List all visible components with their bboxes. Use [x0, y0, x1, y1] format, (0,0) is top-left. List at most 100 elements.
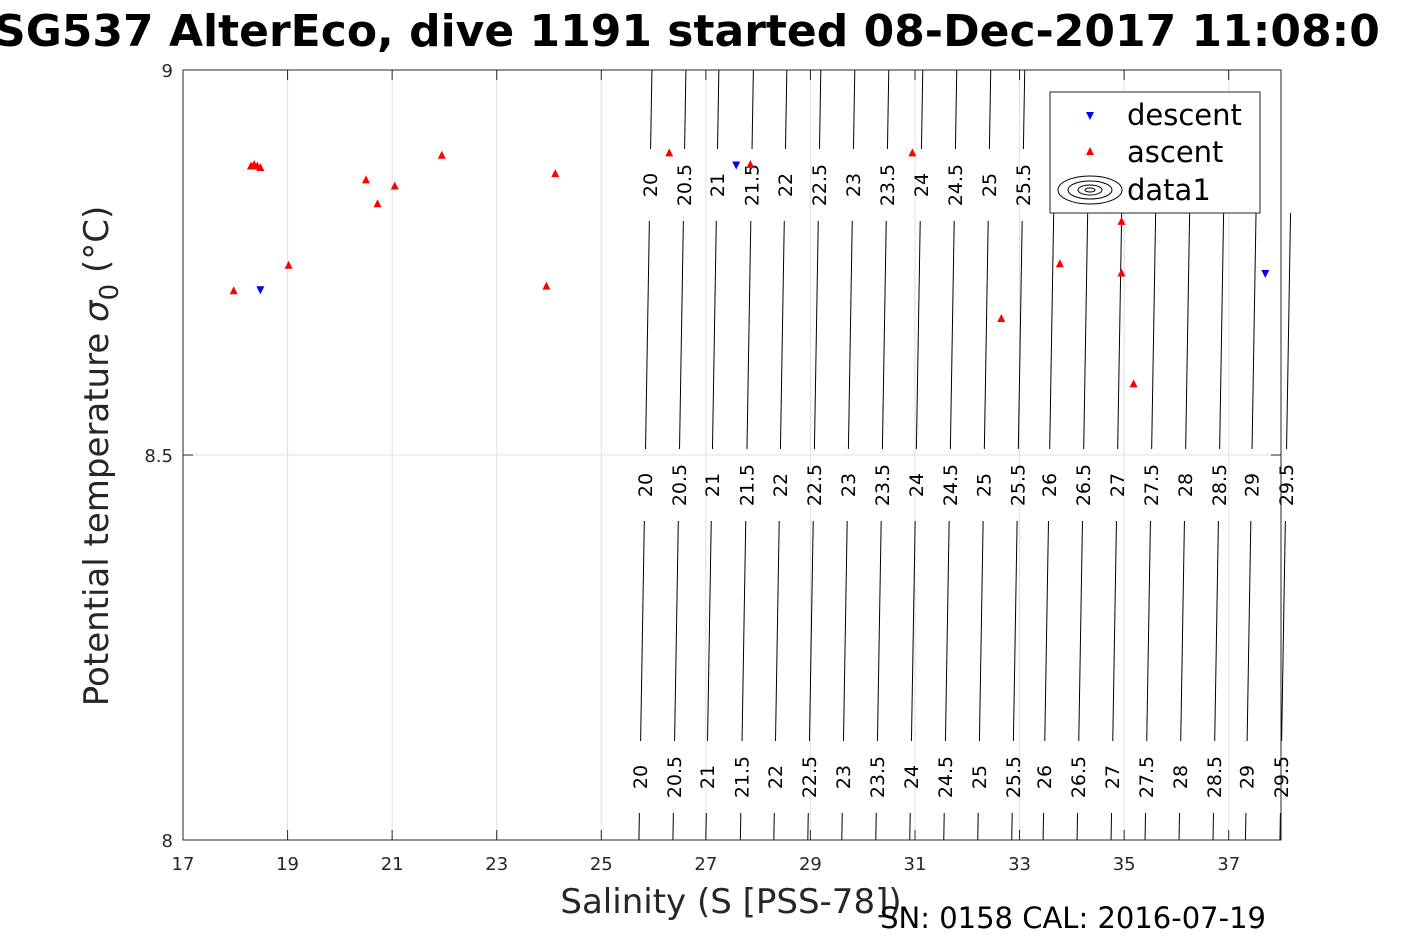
contour-level-label: 26.5 — [1068, 756, 1090, 798]
x-tick-label: 33 — [1008, 854, 1031, 875]
y-tick-label: 9 — [162, 61, 173, 82]
contour-level-label: 24 — [901, 765, 923, 789]
contour-level-label: 27.5 — [1136, 756, 1158, 798]
contour-line-segment — [746, 220, 752, 450]
contour-line-segment — [711, 220, 717, 450]
y-axis-label: Potential temperature σ0 (°C) — [77, 206, 125, 706]
contour-level-label: 20 — [640, 173, 662, 197]
contour-level-label: 28 — [1170, 765, 1192, 789]
contour-level-label: 21 — [707, 173, 729, 197]
ascent-point — [256, 163, 265, 172]
y-axis-label-sigma: σ — [77, 299, 117, 322]
contour-line-segment — [954, 69, 958, 150]
ascent-point — [1055, 259, 1064, 268]
contour-line-segment — [645, 220, 650, 450]
contour-level-label: 22.5 — [799, 756, 821, 798]
contour-level-label: 27.5 — [1141, 464, 1163, 506]
legend-ascent-marker — [1086, 147, 1094, 155]
x-tick-label: 29 — [799, 854, 822, 875]
ascent-point — [229, 286, 238, 295]
ascent-point — [1117, 216, 1126, 225]
x-tick-label: 37 — [1217, 854, 1240, 875]
contour-line-segment — [915, 220, 921, 450]
contour-level-label: 24 — [911, 173, 933, 197]
legend-ascent-label: ascent — [1127, 135, 1223, 169]
data-points — [229, 148, 1270, 388]
contour-level-label: 20 — [635, 473, 657, 497]
contour-line-segment — [1083, 212, 1089, 450]
contour-level-label: 28.5 — [1204, 756, 1226, 798]
contour-line-segment — [920, 69, 924, 150]
x-tick-label: 27 — [694, 854, 717, 875]
contour-line-segment — [1022, 69, 1026, 150]
chart-title: SG537 AlterEco, dive 1191 started 08-Dec… — [0, 6, 1380, 57]
contour-level-label: 24.5 — [940, 464, 962, 506]
contour-level-label: 23.5 — [877, 164, 899, 206]
contour-level-label: 25 — [969, 765, 991, 789]
contour-line-segment — [1246, 520, 1252, 742]
ascent-point — [284, 260, 293, 269]
ascent-point — [1129, 379, 1138, 388]
contour-level-label: 22.5 — [804, 464, 826, 506]
contour-level-label: 23.5 — [872, 464, 894, 506]
contour-level-label: 23.5 — [867, 756, 889, 798]
contour-level-label: 26.5 — [1073, 464, 1095, 506]
contour-line-segment — [1219, 212, 1225, 450]
contour-level-label: 28.5 — [1209, 464, 1231, 506]
density-contours: 20 20 20 20.5 20.5 20.5 21 21 21 21.5 21.5 21.5 22 22… — [630, 69, 1298, 841]
contour-level-label: 26 — [1039, 473, 1061, 497]
contour-level-label: 23 — [833, 765, 855, 789]
x-tick-label: 17 — [172, 854, 195, 875]
footer-serial-calibration: SN: 0158 CAL: 2016-07-19 — [880, 901, 1266, 935]
contour-line-segment — [886, 69, 890, 150]
contour-line-segment — [944, 520, 950, 742]
contour-line-segment — [741, 520, 747, 742]
contour-level-label: 21.5 — [731, 756, 753, 798]
contour-level-label: 27 — [1102, 765, 1124, 789]
ascent-point — [437, 150, 446, 159]
legend-descent-marker — [1086, 112, 1094, 120]
contour-line-segment — [983, 220, 989, 450]
contour-level-label: 29.5 — [1271, 756, 1293, 798]
contour-level-label: 29 — [1241, 473, 1263, 497]
x-tick-label: 19 — [276, 854, 299, 875]
ascent-point — [373, 199, 382, 208]
axis-ticks: 17 19 21 23 25 27 29 31 33 35 37 8 8.5 9 — [144, 61, 1281, 875]
contour-line-segment — [1151, 212, 1157, 450]
ascent-point — [1117, 268, 1126, 277]
contour-line-segment — [1251, 212, 1257, 450]
contour-level-label: 22 — [765, 765, 787, 789]
contour-line-segment — [679, 220, 684, 450]
contour-line-segment — [650, 69, 653, 150]
contour-line-segment — [784, 69, 788, 150]
contour-line-segment — [1112, 520, 1117, 742]
contour-line-segment — [1180, 520, 1185, 742]
legend-descent-label: descent — [1127, 98, 1242, 132]
contour-line-segment — [949, 220, 955, 450]
y-axis-label-unit: (°C) — [77, 206, 117, 284]
x-tick-label: 31 — [904, 854, 927, 875]
contour-level-label: 25.5 — [1008, 464, 1030, 506]
contour-level-label: 21.5 — [741, 164, 763, 206]
contour-level-label: 20.5 — [669, 464, 691, 506]
contour-level-label: 21 — [697, 765, 719, 789]
contour-line-segment — [852, 69, 856, 150]
contour-level-label: 21 — [702, 473, 724, 497]
contour-line-segment — [1117, 212, 1123, 450]
contour-line-segment — [1012, 520, 1018, 742]
contour-line-segment — [818, 69, 822, 150]
contour-line-segment — [1286, 212, 1292, 450]
contour-line-segment — [640, 520, 645, 742]
contour-level-label: 20.5 — [674, 164, 696, 206]
contour-level-label: 27 — [1107, 473, 1129, 497]
ascent-point — [908, 148, 917, 157]
x-tick-label: 21 — [381, 854, 404, 875]
contour-line-segment — [813, 220, 819, 450]
contour-level-label: 24 — [906, 473, 928, 497]
contour-level-label: 25.5 — [1013, 164, 1035, 206]
contour-level-label: 29.5 — [1276, 464, 1298, 506]
ascent-point — [390, 181, 399, 190]
contour-line-segment — [847, 220, 853, 450]
